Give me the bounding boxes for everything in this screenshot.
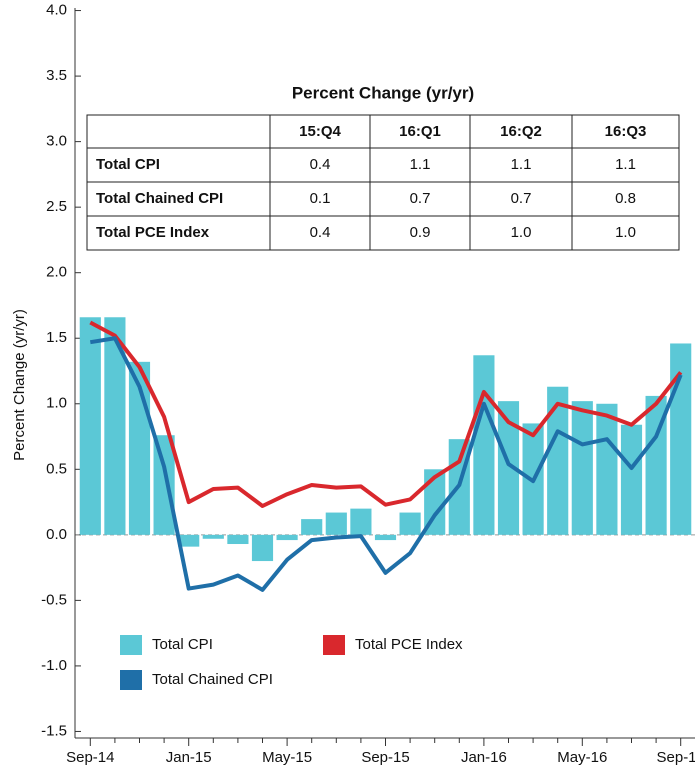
table-cell: 1.0 <box>615 224 636 241</box>
bar <box>374 534 397 541</box>
y-tick-label: 2.5 <box>46 198 67 215</box>
y-tick-label: 3.0 <box>46 133 67 150</box>
x-tick-label: May-15 <box>262 749 312 766</box>
table-cell: 0.7 <box>410 190 431 207</box>
line <box>89 336 683 592</box>
table-cell: 0.9 <box>410 224 431 241</box>
table-cell: 0.7 <box>511 190 532 207</box>
x-tick-label: Jan-15 <box>166 749 212 766</box>
bar <box>645 395 667 535</box>
table-header: 16:Q3 <box>605 123 647 140</box>
bar <box>276 534 298 541</box>
table-cell: 0.1 <box>310 190 331 207</box>
x-tick-label: Sep-14 <box>66 749 114 766</box>
table-cell: 0.4 <box>310 156 331 173</box>
bar <box>571 401 593 535</box>
y-tick-label: 4.0 <box>46 2 67 19</box>
bar <box>670 343 692 535</box>
bar <box>399 512 421 535</box>
table-cell: 0.4 <box>310 224 331 241</box>
line <box>89 320 683 509</box>
bar <box>473 355 495 535</box>
bar <box>596 403 618 535</box>
bar <box>178 534 200 547</box>
x-tick-label: Jan-16 <box>461 749 507 766</box>
legend-swatch <box>323 635 345 655</box>
legend-label: Total Chained CPI <box>152 671 273 688</box>
y-tick-label: -0.5 <box>41 591 67 608</box>
y-tick-label: 3.5 <box>46 67 67 84</box>
legend-swatch <box>120 635 142 655</box>
table-row-label: Total Chained CPI <box>96 190 223 207</box>
table-row-label: Total CPI <box>96 156 160 173</box>
bar <box>497 401 520 535</box>
bar <box>153 435 175 535</box>
table-cell: 1.1 <box>410 156 431 173</box>
legend-label: Total CPI <box>152 636 213 653</box>
legend-label: Total PCE Index <box>355 636 463 653</box>
bar <box>350 508 372 535</box>
y-tick-label: 0.5 <box>46 460 67 477</box>
table-header: 16:Q2 <box>500 123 542 140</box>
x-tick-label: Sep-16 <box>657 749 695 766</box>
bar <box>104 317 126 535</box>
bar <box>547 386 569 535</box>
y-tick-label: -1.5 <box>41 722 67 739</box>
x-tick-label: Sep-15 <box>361 749 409 766</box>
table-cell: 0.8 <box>615 190 636 207</box>
table-title: Percent Change (yr/yr) <box>292 83 474 102</box>
bar <box>325 512 347 535</box>
table-header: 15:Q4 <box>299 123 341 140</box>
table-header: 16:Q1 <box>399 123 441 140</box>
y-tick-label: 0.0 <box>46 526 67 543</box>
bar <box>202 534 224 539</box>
y-tick-label: 1.0 <box>46 395 67 412</box>
y-tick-label: -1.0 <box>41 657 67 674</box>
bar <box>424 469 446 535</box>
table-cell: 1.0 <box>511 224 532 241</box>
bar <box>227 534 249 545</box>
table-cell: 1.1 <box>615 156 636 173</box>
legend-swatch <box>120 670 142 690</box>
table-cell: 1.1 <box>511 156 532 173</box>
y-tick-label: 1.5 <box>46 329 67 346</box>
bar <box>251 534 274 562</box>
bar <box>301 519 323 535</box>
y-tick-label: 2.0 <box>46 264 67 281</box>
x-tick-label: May-16 <box>557 749 607 766</box>
bar <box>620 424 643 535</box>
bar <box>79 317 101 535</box>
y-axis-label: Percent Change (yr/yr) <box>11 309 28 461</box>
table-row-label: Total PCE Index <box>96 224 210 241</box>
